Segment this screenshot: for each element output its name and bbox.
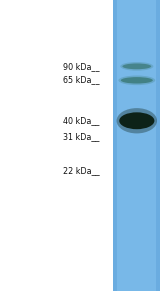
Text: 40 kDa__: 40 kDa__ [63, 116, 99, 125]
Bar [117, 0, 156, 291]
Text: 31 kDa__: 31 kDa__ [63, 132, 99, 141]
Ellipse shape [121, 77, 153, 84]
Ellipse shape [120, 62, 153, 71]
Ellipse shape [119, 112, 154, 129]
Ellipse shape [118, 75, 155, 85]
Bar [113, 0, 160, 291]
Ellipse shape [116, 108, 157, 133]
Ellipse shape [122, 63, 151, 69]
Text: 22 kDa__: 22 kDa__ [63, 167, 99, 175]
Text: 90 kDa__: 90 kDa__ [63, 62, 99, 71]
Text: 65 kDa__: 65 kDa__ [63, 75, 99, 84]
